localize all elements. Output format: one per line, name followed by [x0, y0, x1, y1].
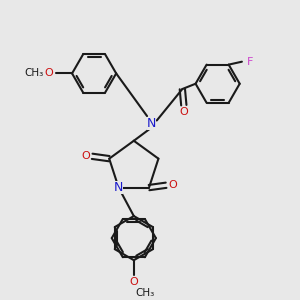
Text: O: O [179, 107, 188, 117]
Text: CH₃: CH₃ [135, 288, 154, 298]
Text: F: F [247, 57, 253, 67]
Text: N: N [114, 181, 123, 194]
Text: O: O [81, 151, 90, 161]
Text: O: O [130, 277, 138, 287]
Text: O: O [168, 180, 177, 190]
Text: CH₃: CH₃ [25, 68, 44, 78]
Text: O: O [45, 68, 53, 78]
Text: N: N [147, 117, 156, 130]
